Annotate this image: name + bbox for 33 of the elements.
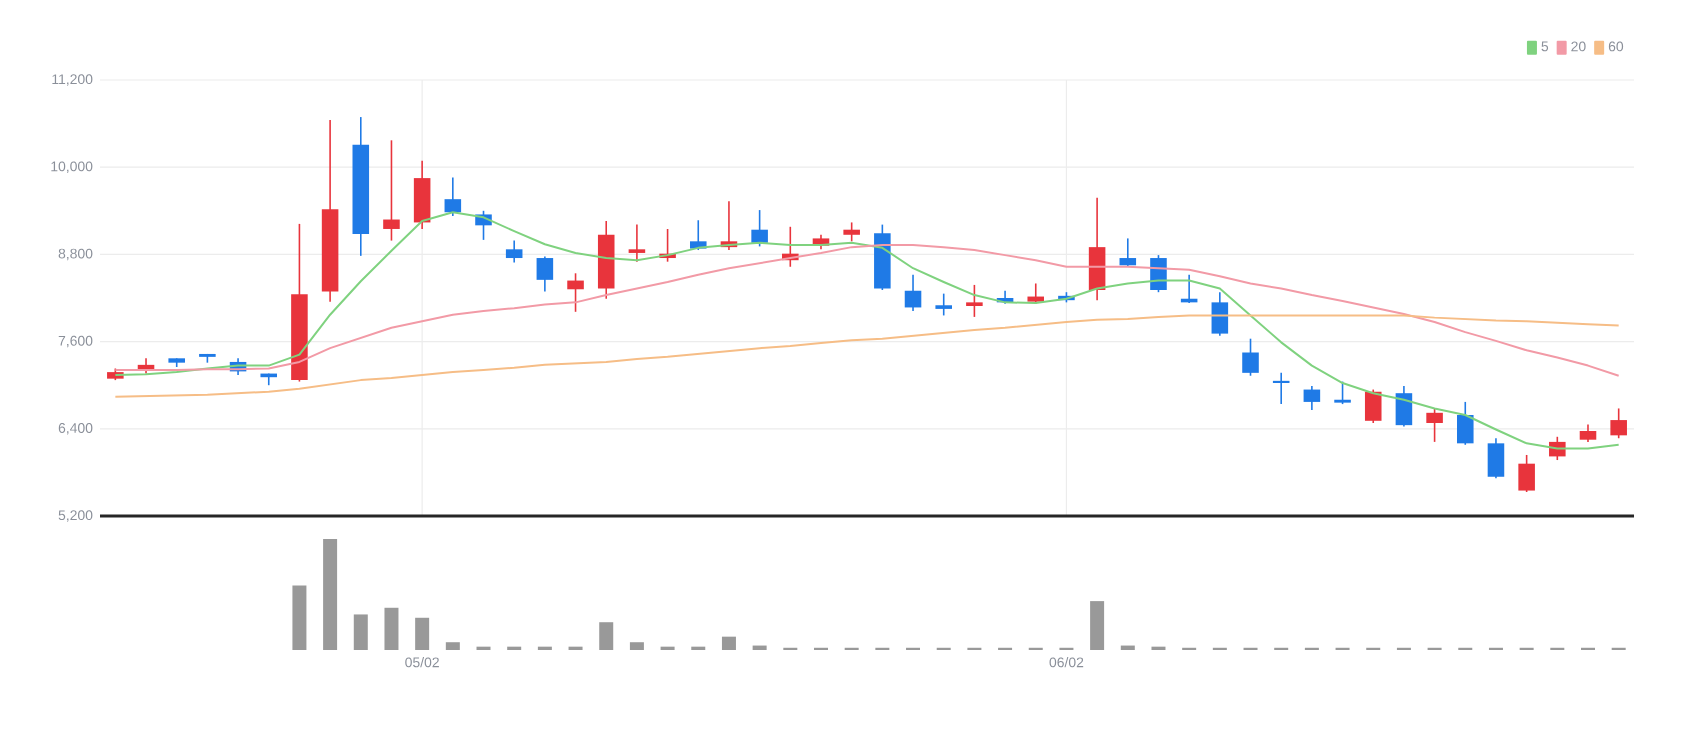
bar — [721, 636, 736, 650]
candlestick — [1395, 385, 1413, 428]
candlestick — [505, 239, 523, 264]
candlestick — [444, 176, 462, 217]
bar — [1090, 601, 1105, 650]
candlestick — [904, 273, 922, 312]
bar — [415, 617, 430, 650]
candlestick — [628, 223, 646, 263]
candlestick — [843, 221, 860, 243]
bar — [292, 585, 307, 650]
bar — [445, 642, 460, 650]
candlestick — [383, 139, 400, 242]
candlestick — [1119, 237, 1137, 267]
candlestick — [413, 159, 431, 230]
bar — [323, 538, 338, 650]
candlestick — [1610, 407, 1627, 440]
bar — [353, 614, 368, 650]
candlestick — [1518, 454, 1535, 493]
bar — [629, 642, 644, 650]
candlestick — [1211, 291, 1229, 337]
bar — [384, 607, 399, 650]
candlestick — [567, 272, 584, 313]
candlestick — [935, 292, 952, 317]
candlestick — [536, 255, 554, 293]
candlestick — [966, 284, 983, 318]
candlestick — [1487, 437, 1505, 480]
candlestick — [1456, 401, 1474, 446]
candlestick — [1303, 385, 1321, 411]
candlestick — [1426, 407, 1443, 443]
candlestick — [1364, 388, 1382, 424]
bar — [599, 622, 614, 650]
candlestick — [751, 209, 768, 248]
candlestick — [1242, 337, 1259, 377]
